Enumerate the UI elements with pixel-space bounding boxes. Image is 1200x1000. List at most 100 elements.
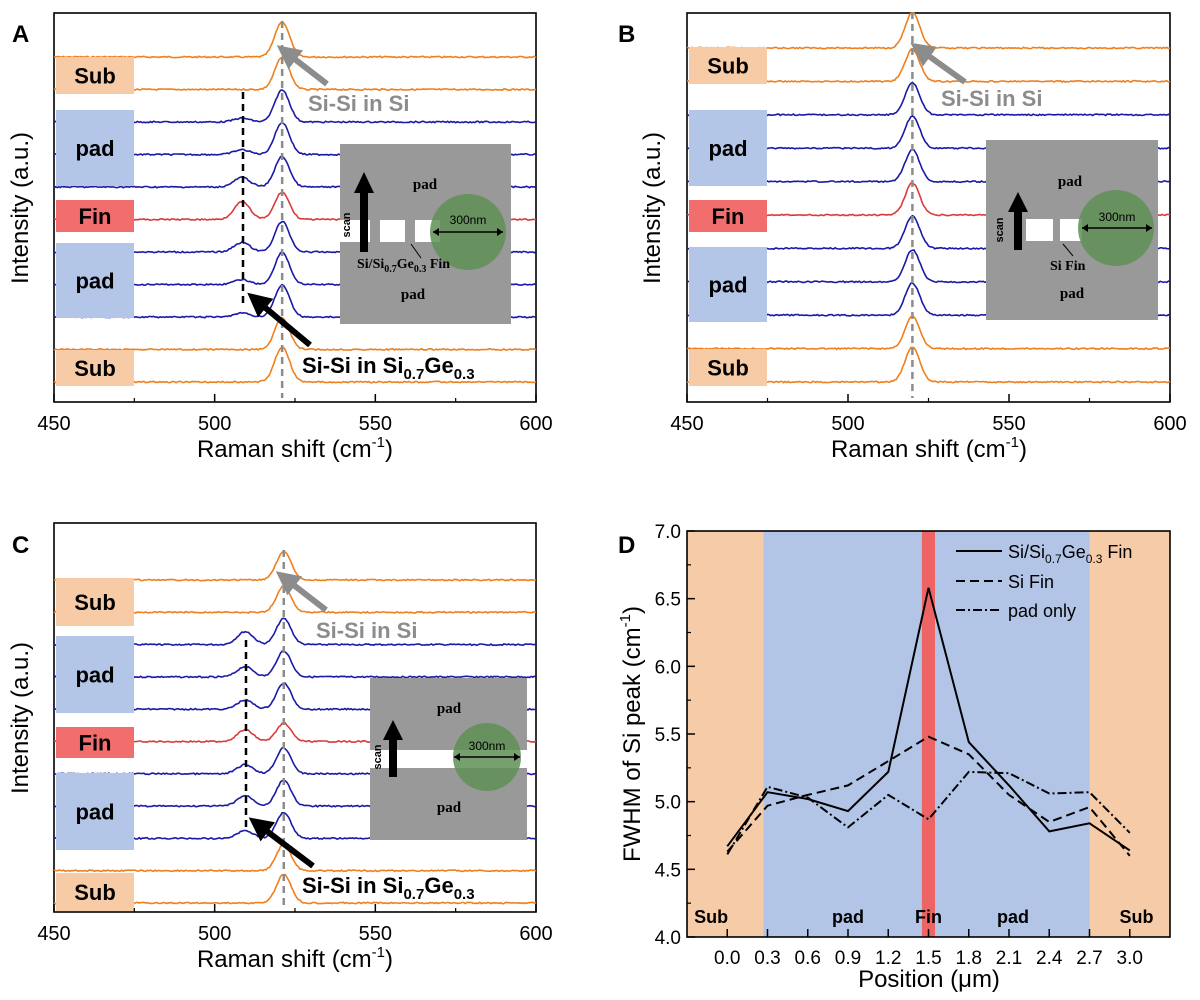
- panel-b: B Sub pad Fin pad Sub 450 500 550 600 Raman shi…: [618, 12, 1187, 463]
- region-band-label: pad: [832, 907, 864, 927]
- region-label: pad: [75, 800, 114, 825]
- sige-arrow: [247, 292, 312, 348]
- axes: 0.0 0.3 0.6 0.9 1.2 1.5 1.8 2.1 2.4 2.7 3.0 4.0 4.5 5…: [655, 522, 1143, 969]
- inset-top-label: pad: [437, 701, 462, 717]
- spectrum-line: [686, 12, 1171, 50]
- x-tick-label: 500: [831, 413, 864, 435]
- x-tick-label: 500: [198, 923, 231, 945]
- region-band: [687, 531, 764, 937]
- x-axis-label: Position (μm): [858, 966, 1000, 993]
- scan-label: scan: [994, 217, 1006, 242]
- x-tick-label: 550: [992, 413, 1025, 435]
- series-line: [726, 735, 1131, 857]
- region-labels: Sub pad Fin pad Sub: [694, 907, 1153, 927]
- region-band: [935, 531, 1090, 937]
- region-label: pad: [708, 136, 747, 161]
- region-label-box: [56, 200, 134, 232]
- x-tick-label: 2.1: [996, 948, 1022, 969]
- x-tick-label: 550: [359, 923, 392, 945]
- inset-diagram: 300nm scan pad pad Si Fin: [986, 140, 1158, 320]
- spot-size-label: 300nm: [469, 739, 506, 753]
- spectrum-line: [686, 315, 1171, 351]
- x-tick-label: 1.2: [875, 948, 901, 969]
- spectrum-line: [53, 56, 536, 92]
- panel-letter: B: [618, 21, 635, 48]
- region-labels: Sub pad Fin pad Sub: [56, 578, 134, 911]
- inset-bottom-label: pad: [437, 800, 462, 816]
- region-labels: Sub pad Fin pad Sub: [56, 57, 134, 386]
- x-tick-label: 0.3: [754, 948, 780, 969]
- region-label-box: [56, 57, 134, 94]
- x-axis: 450 500 550 600: [670, 394, 1187, 435]
- panel-letter: C: [12, 532, 29, 559]
- region-band-label: Fin: [915, 907, 942, 927]
- region-bands: [687, 531, 1170, 937]
- inset-top-label: pad: [413, 177, 438, 193]
- y-axis-label: Intensity (a.u.): [639, 132, 666, 284]
- y-tick-label: 5.5: [655, 725, 681, 746]
- si-peak-label: Si-Si in Si: [316, 618, 417, 643]
- sige-peak-label: Si-Si in Si0.7Ge0.3: [302, 873, 475, 903]
- inset-top-label: pad: [1058, 174, 1083, 190]
- inset-diagram: 300nm scan pad pad: [370, 678, 527, 840]
- series-line: [726, 770, 1131, 855]
- region-band-label: Sub: [694, 907, 728, 927]
- sige-peak-label: Si-Si in Si0.7Ge0.3: [302, 353, 475, 383]
- x-tick-label: 0.9: [835, 948, 861, 969]
- inset-fin-label: Si Fin: [1050, 259, 1086, 274]
- region-label: Fin: [79, 204, 112, 229]
- region-band-label: pad: [997, 907, 1029, 927]
- region-label: Sub: [707, 356, 749, 381]
- y-tick-label: 7.0: [655, 522, 681, 543]
- x-axis-label: Raman shift (cm-1): [197, 434, 393, 463]
- y-axis-label: Intensity (a.u.): [7, 132, 34, 284]
- x-tick-label: 600: [1153, 413, 1186, 435]
- spot-size-label: 300nm: [450, 213, 487, 227]
- spectrum-line: [53, 89, 537, 124]
- region-label-box: [689, 349, 767, 386]
- si-arrow: [275, 571, 328, 613]
- inset-bottom-label: pad: [401, 287, 426, 303]
- x-tick-label: 2.7: [1076, 948, 1102, 969]
- x-tick-label: 600: [519, 413, 552, 435]
- y-axis-label: FWHM of Si peak (cm-1): [617, 606, 646, 862]
- y-tick-label: 4.5: [655, 860, 681, 881]
- spectrum-line: [53, 617, 536, 647]
- spectrum-line: [53, 549, 537, 582]
- scan-label: scan: [372, 744, 384, 769]
- y-tick-label: 6.0: [655, 657, 681, 678]
- x-axis: 450 500 550 600: [37, 904, 553, 945]
- region-band: [1089, 531, 1170, 937]
- x-tick-label: 3.0: [1117, 948, 1143, 969]
- panel-d: D 0.0 0.3 0.6 0.9 1.2 1.5 1.8 2.1 2.4 2.7 3.0 4.0 4.…: [617, 522, 1171, 993]
- region-label: pad: [708, 273, 747, 298]
- x-tick-label: 0.6: [795, 948, 821, 969]
- y-tick-label: 5.0: [655, 793, 681, 814]
- spectrum-line: [687, 48, 1171, 84]
- spectrum-line: [686, 346, 1171, 384]
- x-axis-label: Raman shift (cm-1): [831, 434, 1027, 463]
- si-arrow: [276, 45, 329, 87]
- spectrum-line: [53, 20, 537, 59]
- legend-label: pad only: [1008, 601, 1076, 621]
- spot-size-label: 300nm: [1099, 210, 1136, 224]
- region-label: Sub: [74, 880, 116, 905]
- inset-bottom-label: pad: [1060, 286, 1085, 302]
- region-label-box: [56, 243, 134, 318]
- region-label-box: [689, 110, 767, 186]
- scan-label: scan: [341, 212, 353, 237]
- si-peak-label: Si-Si in Si: [308, 91, 409, 116]
- si-arrow: [910, 42, 967, 85]
- panel-c: C Sub pad Fin pad Sub 450 500 550 600 Raman shi…: [7, 522, 553, 973]
- region-label: pad: [75, 663, 114, 688]
- sige-arrow: [248, 817, 315, 869]
- series-lines: [726, 587, 1131, 857]
- si-peak-label: Si-Si in Si: [941, 86, 1042, 111]
- panel-letter: D: [618, 532, 635, 559]
- region-label-box: [56, 873, 134, 911]
- x-tick-label: 550: [359, 413, 392, 435]
- x-axis: 450 500 550 600: [37, 394, 553, 435]
- region-label: pad: [75, 269, 114, 294]
- region-label: Sub: [74, 356, 116, 381]
- x-tick-label: 450: [670, 413, 703, 435]
